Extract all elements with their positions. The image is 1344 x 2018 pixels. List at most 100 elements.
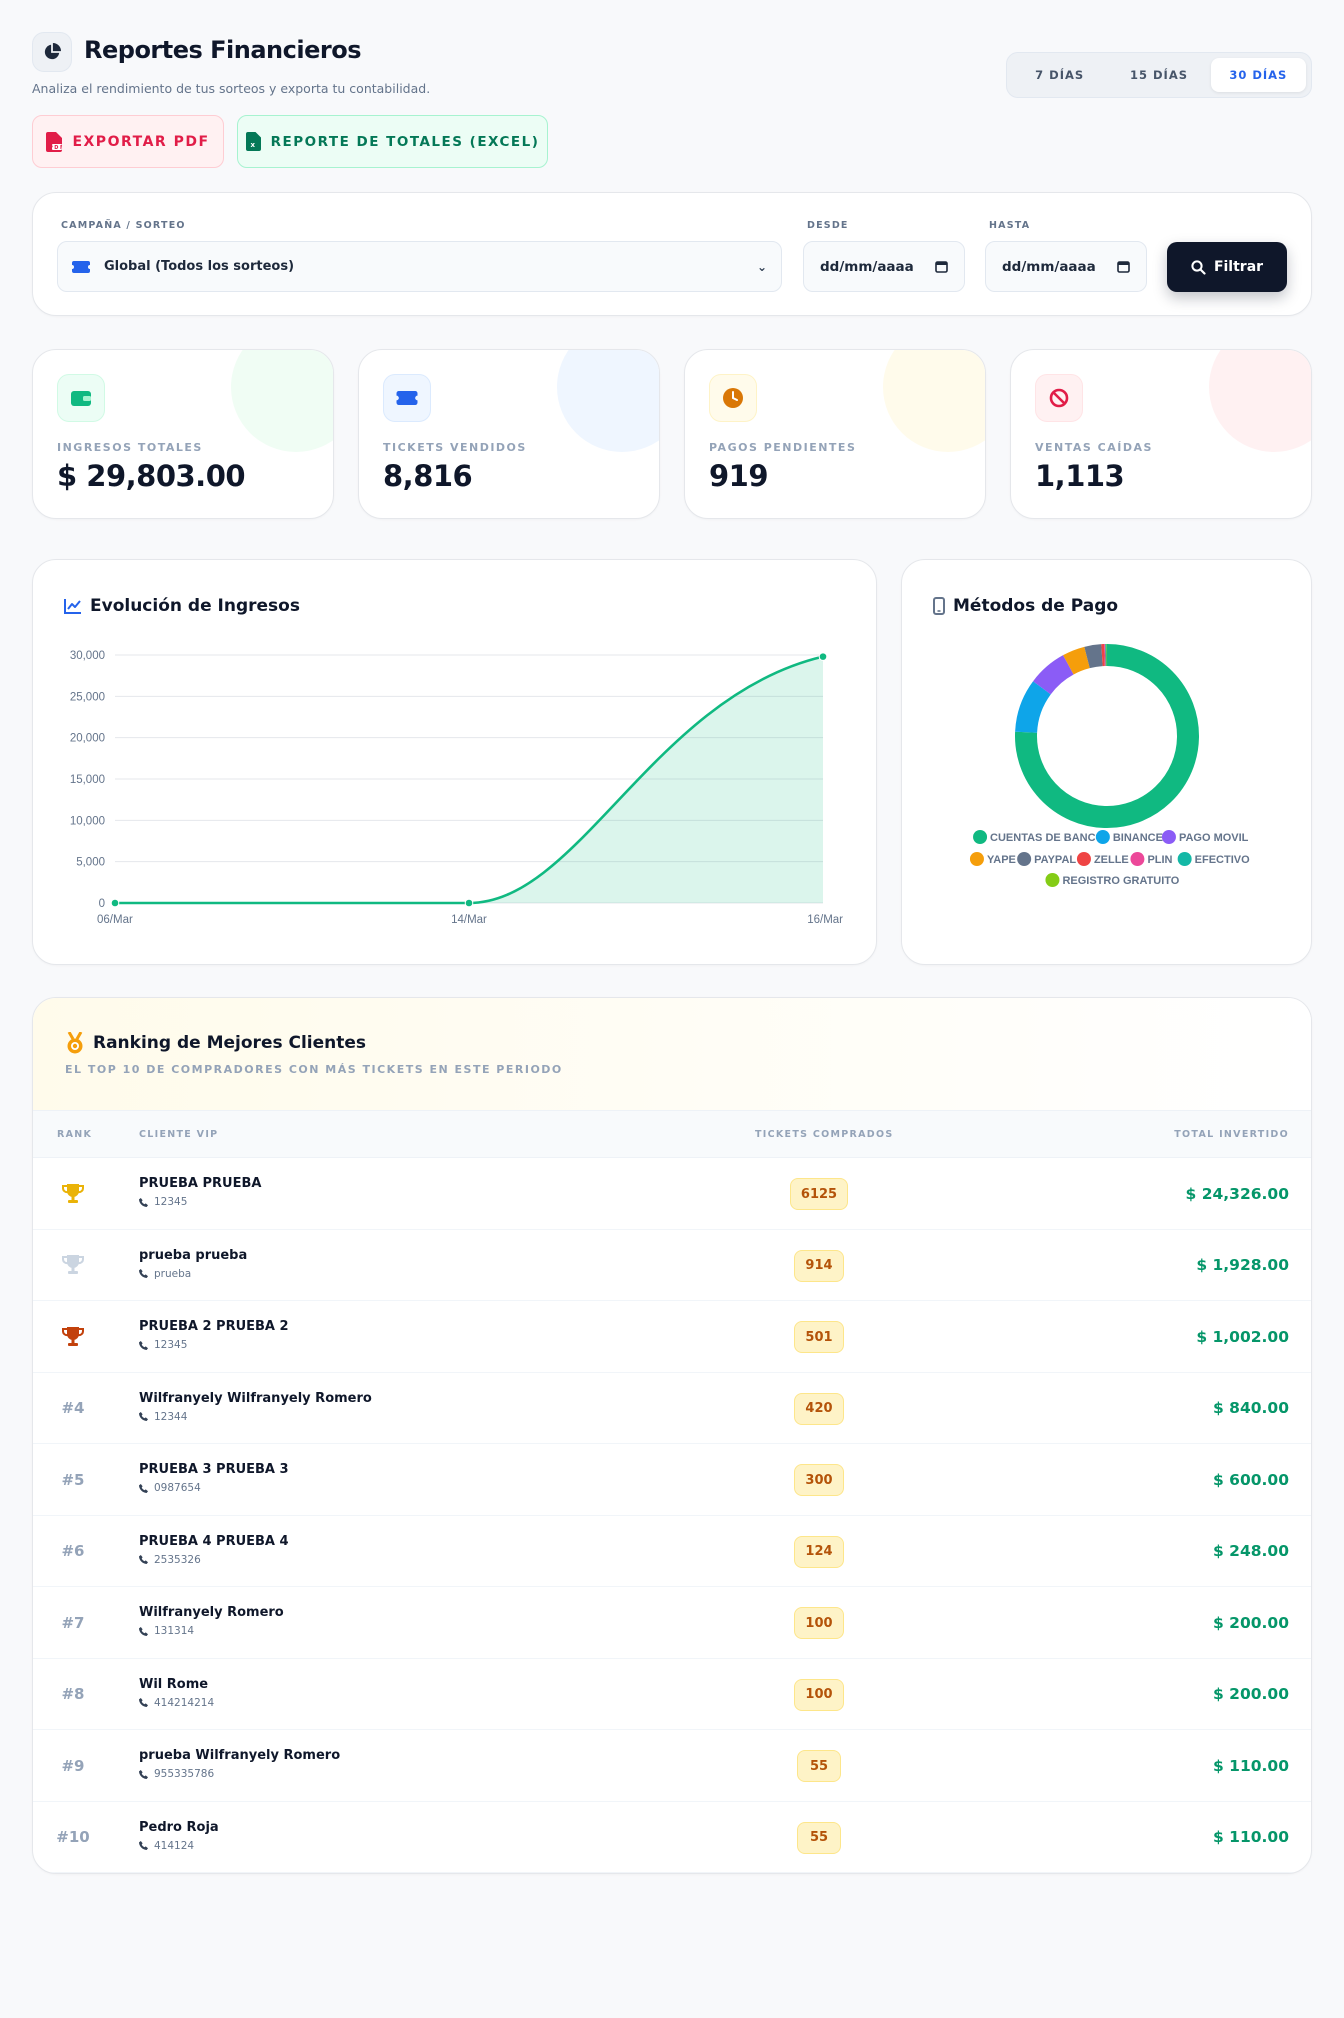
total-invested: $ 110.00 <box>1213 1828 1289 1847</box>
table-row: PRUEBA PRUEBA 12345 6125 $ 24,326.00 <box>33 1158 1311 1230</box>
client-name: PRUEBA 2 PRUEBA 2 <box>139 1319 289 1334</box>
legend-label: ZELLE <box>1094 854 1129 866</box>
total-invested: $ 840.00 <box>1213 1399 1289 1418</box>
legend-label: EFECTIVO <box>1195 854 1250 866</box>
payment-methods-card <box>901 559 1312 965</box>
rank-number: #4 <box>61 1399 85 1418</box>
range-15-days[interactable]: 15 DÍAS <box>1129 68 1188 82</box>
range-30-days[interactable]: 30 DÍAS <box>1210 58 1306 92</box>
client-name: PRUEBA PRUEBA <box>139 1176 262 1191</box>
svg-text:PDF: PDF <box>50 145 63 151</box>
payment-chart-title: Métodos de Pago <box>953 596 1119 616</box>
ranking-title: Ranking de Mejores Clientes <box>93 1033 367 1053</box>
stat-card-pending: PAGOS PENDIENTES 919 <box>684 349 986 519</box>
client-phone: 0987654 <box>139 1482 201 1494</box>
date-range-toggle: 7 DÍAS 15 DÍAS 30 DÍAS <box>1006 52 1312 98</box>
to-date-value: dd/mm/aaaa <box>1002 258 1096 275</box>
phone-icon <box>139 1555 148 1564</box>
stat-label: PAGOS PENDIENTES <box>709 441 857 454</box>
total-invested: $ 200.00 <box>1213 1685 1289 1704</box>
range-7-days[interactable]: 7 DÍAS <box>1035 68 1085 82</box>
table-header: RANK CLIENTE VIP TICKETS COMPRADOS TOTAL… <box>33 1110 1311 1158</box>
campaign-select-value: Global (Todos los sorteos) <box>104 259 295 274</box>
campaign-select[interactable]: Global (Todos los sorteos) ⌄ <box>57 241 782 292</box>
tickets-badge: 914 <box>794 1249 844 1282</box>
client-phone-value: 12345 <box>154 1196 188 1208</box>
from-date-value: dd/mm/aaaa <box>820 258 914 275</box>
client-phone: prueba <box>139 1268 191 1280</box>
donut-slice <box>1015 681 1051 734</box>
phone-icon <box>139 1197 148 1207</box>
table-row: #5 PRUEBA 3 PRUEBA 3 0987654 300 $ 600.00 <box>33 1444 1311 1516</box>
from-date-input[interactable]: dd/mm/aaaa <box>803 241 965 292</box>
tickets-badge: 100 <box>794 1607 844 1639</box>
legend-label: PLIN <box>1147 854 1172 866</box>
donut-slice <box>1063 646 1091 675</box>
table-row: #10 Pedro Roja 414124 55 $ 110.00 <box>33 1802 1311 1873</box>
client-name: Wilfranyely Romero <box>139 1605 284 1620</box>
client-phone-value: 414214214 <box>154 1696 215 1709</box>
to-label: HASTA <box>989 220 1031 231</box>
client-phone: 414124 <box>139 1840 194 1852</box>
phone-icon <box>139 1412 148 1421</box>
stat-label: VENTAS CAÍDAS <box>1035 441 1153 454</box>
stat-value: 1,113 <box>1035 459 1125 493</box>
table-row: #4 Wilfranyely Wilfranyely Romero 12344 4… <box>33 1373 1311 1444</box>
y-tick-label: 5,000 <box>76 857 105 869</box>
phone-icon <box>139 1626 148 1636</box>
total-invested: $ 1,002.00 <box>1196 1327 1289 1346</box>
client-phone: 2535326 <box>139 1554 201 1566</box>
page-subtitle: Analiza el rendimiento de tus sorteos y … <box>32 81 431 96</box>
export-excel-button[interactable]: x REPORTE DE TOTALES (EXCEL) <box>237 115 548 168</box>
total-invested: $ 248.00 <box>1213 1542 1289 1561</box>
tickets-badge: 100 <box>794 1678 844 1711</box>
client-phone: 12345 <box>139 1339 187 1351</box>
ban-icon <box>1035 374 1083 422</box>
to-date-input[interactable]: dd/mm/aaaa <box>985 241 1147 292</box>
client-name: Pedro Roja <box>139 1819 219 1835</box>
table-row: #6 PRUEBA 4 PRUEBA 4 2535326 124 $ 248.00 <box>33 1516 1311 1587</box>
client-name: prueba prueba <box>139 1247 248 1263</box>
y-tick-label: 30,000 <box>70 650 105 662</box>
rank-number: #7 <box>61 1613 85 1632</box>
wallet-icon <box>57 374 105 422</box>
ticket-icon <box>72 260 90 273</box>
phone-icon <box>139 1769 148 1779</box>
col-tickets: TICKETS COMPRADOS <box>755 1129 894 1140</box>
legend-label: YAPE <box>987 854 1016 866</box>
col-client: CLIENTE VIP <box>139 1129 219 1140</box>
client-phone-value: 12344 <box>154 1410 188 1423</box>
tickets-badge: 55 <box>797 1821 841 1854</box>
legend-swatch <box>1076 852 1091 866</box>
from-label: DESDE <box>807 220 849 231</box>
y-tick-label: 20,000 <box>70 733 105 745</box>
client-name: PRUEBA 3 PRUEBA 3 <box>139 1462 289 1477</box>
filter-button[interactable]: Filtrar <box>1167 242 1287 292</box>
y-tick-label: 25,000 <box>70 691 105 703</box>
ranking-subtitle: EL TOP 10 DE COMPRADORES CON MÁS TICKETS… <box>65 1063 563 1076</box>
legend-swatch <box>1177 852 1192 866</box>
phone-icon <box>139 1841 148 1850</box>
table-row: #8 Wil Rome 414214214 100 $ 200.00 <box>33 1659 1311 1730</box>
ranking-header <box>33 998 1311 1110</box>
series-line <box>115 655 824 905</box>
phone-icon <box>139 1698 148 1707</box>
calendar-icon <box>935 261 948 273</box>
client-phone-value: prueba <box>154 1267 192 1280</box>
export-pdf-button[interactable]: PDF EXPORTAR PDF <box>32 115 224 168</box>
tickets-badge: 420 <box>794 1392 844 1425</box>
stat-value: 8,816 <box>383 459 473 493</box>
stat-value: 919 <box>709 459 769 493</box>
total-invested: $ 24,326.00 <box>1185 1184 1289 1203</box>
clock-icon <box>709 374 757 422</box>
pdf-file-icon: PDF <box>46 131 63 152</box>
total-invested: $ 1,928.00 <box>1196 1256 1289 1275</box>
stat-card-failed: VENTAS CAÍDAS 1,113 <box>1010 349 1312 519</box>
table-row: prueba prueba prueba 914 $ 1,928.00 <box>33 1230 1311 1302</box>
trophy-gold-icon <box>53 1158 93 1230</box>
payment-chart-title-row: Métodos de Pago <box>933 596 1118 616</box>
tickets-badge: 6125 <box>790 1178 848 1210</box>
trophy-silver-icon <box>53 1230 93 1302</box>
x-tick-label: 16/Mar <box>807 914 843 926</box>
tickets-badge: 124 <box>794 1535 844 1568</box>
